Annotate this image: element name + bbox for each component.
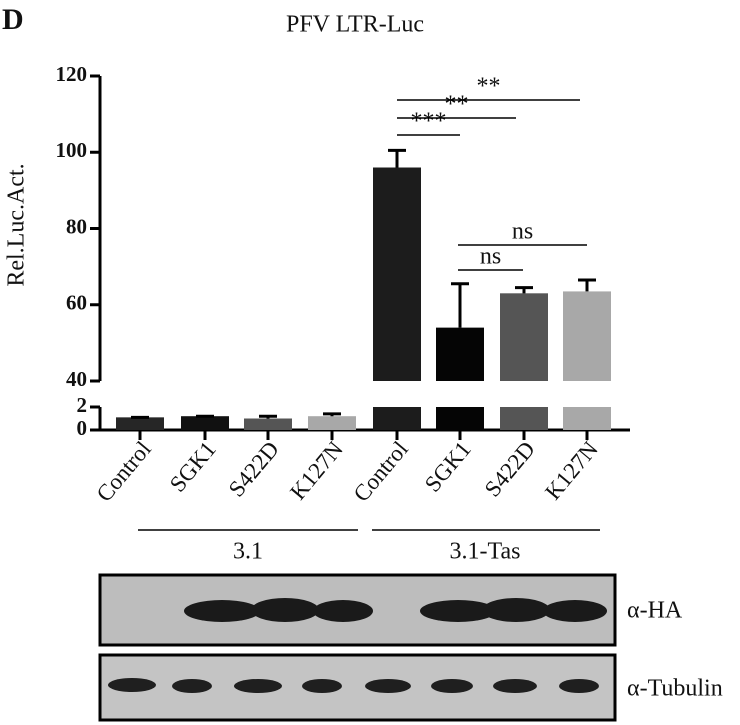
significance-label: ** (445, 92, 469, 118)
bar (500, 407, 548, 430)
significance-label: *** (411, 109, 447, 135)
bar (436, 327, 484, 381)
error-bar (515, 286, 533, 294)
bar (308, 416, 356, 430)
error-bar (323, 412, 341, 417)
error-bar (259, 414, 277, 419)
x-tick-label: S422D (224, 437, 284, 502)
y-tick-label: 100 (56, 138, 88, 162)
y-tick-label: 80 (66, 214, 87, 238)
x-tick-label: K127N (285, 436, 348, 504)
y-tick-label: 40 (66, 367, 87, 391)
blot-label: α-Tubulin (627, 676, 723, 702)
bar (563, 291, 611, 381)
x-tick-label: Control (349, 437, 413, 507)
bar (244, 418, 292, 430)
y-tick-label: 0 (77, 416, 88, 440)
blot-label: α-HA (627, 598, 683, 624)
ha-bands (184, 598, 607, 622)
chart-title: PFV LTR-Luc (286, 12, 424, 38)
significance-label: ns (512, 219, 533, 245)
y-tick-label: 120 (56, 62, 88, 86)
error-bar (578, 278, 596, 292)
bar (436, 407, 484, 430)
bar (373, 407, 421, 430)
bar (373, 167, 421, 381)
group-label: 3.1 (233, 539, 263, 565)
group-label: 3.1-Tas (450, 539, 521, 565)
x-tick-label: SGK1 (165, 437, 221, 497)
x-tick-label: SGK1 (420, 437, 476, 497)
x-tick-label: K127N (540, 436, 603, 504)
bar (563, 407, 611, 430)
significance-label: ** (477, 74, 501, 100)
blot: α-HA α-Tubulin (98, 573, 723, 722)
bar (500, 293, 548, 381)
bar (181, 416, 229, 430)
tubulin-bands (108, 678, 599, 693)
error-bar (388, 148, 406, 168)
error-bar (451, 282, 469, 328)
bar (116, 417, 164, 430)
panel-label: D (2, 3, 24, 36)
y-tick-label: 60 (66, 291, 87, 315)
y-tick-label: 2 (77, 393, 88, 417)
significance-label: ns (480, 244, 501, 270)
x-tick-label: S422D (480, 437, 540, 502)
x-tick-label: Control (92, 437, 156, 507)
y-axis-label: Rel.Luc.Act. (4, 163, 30, 286)
